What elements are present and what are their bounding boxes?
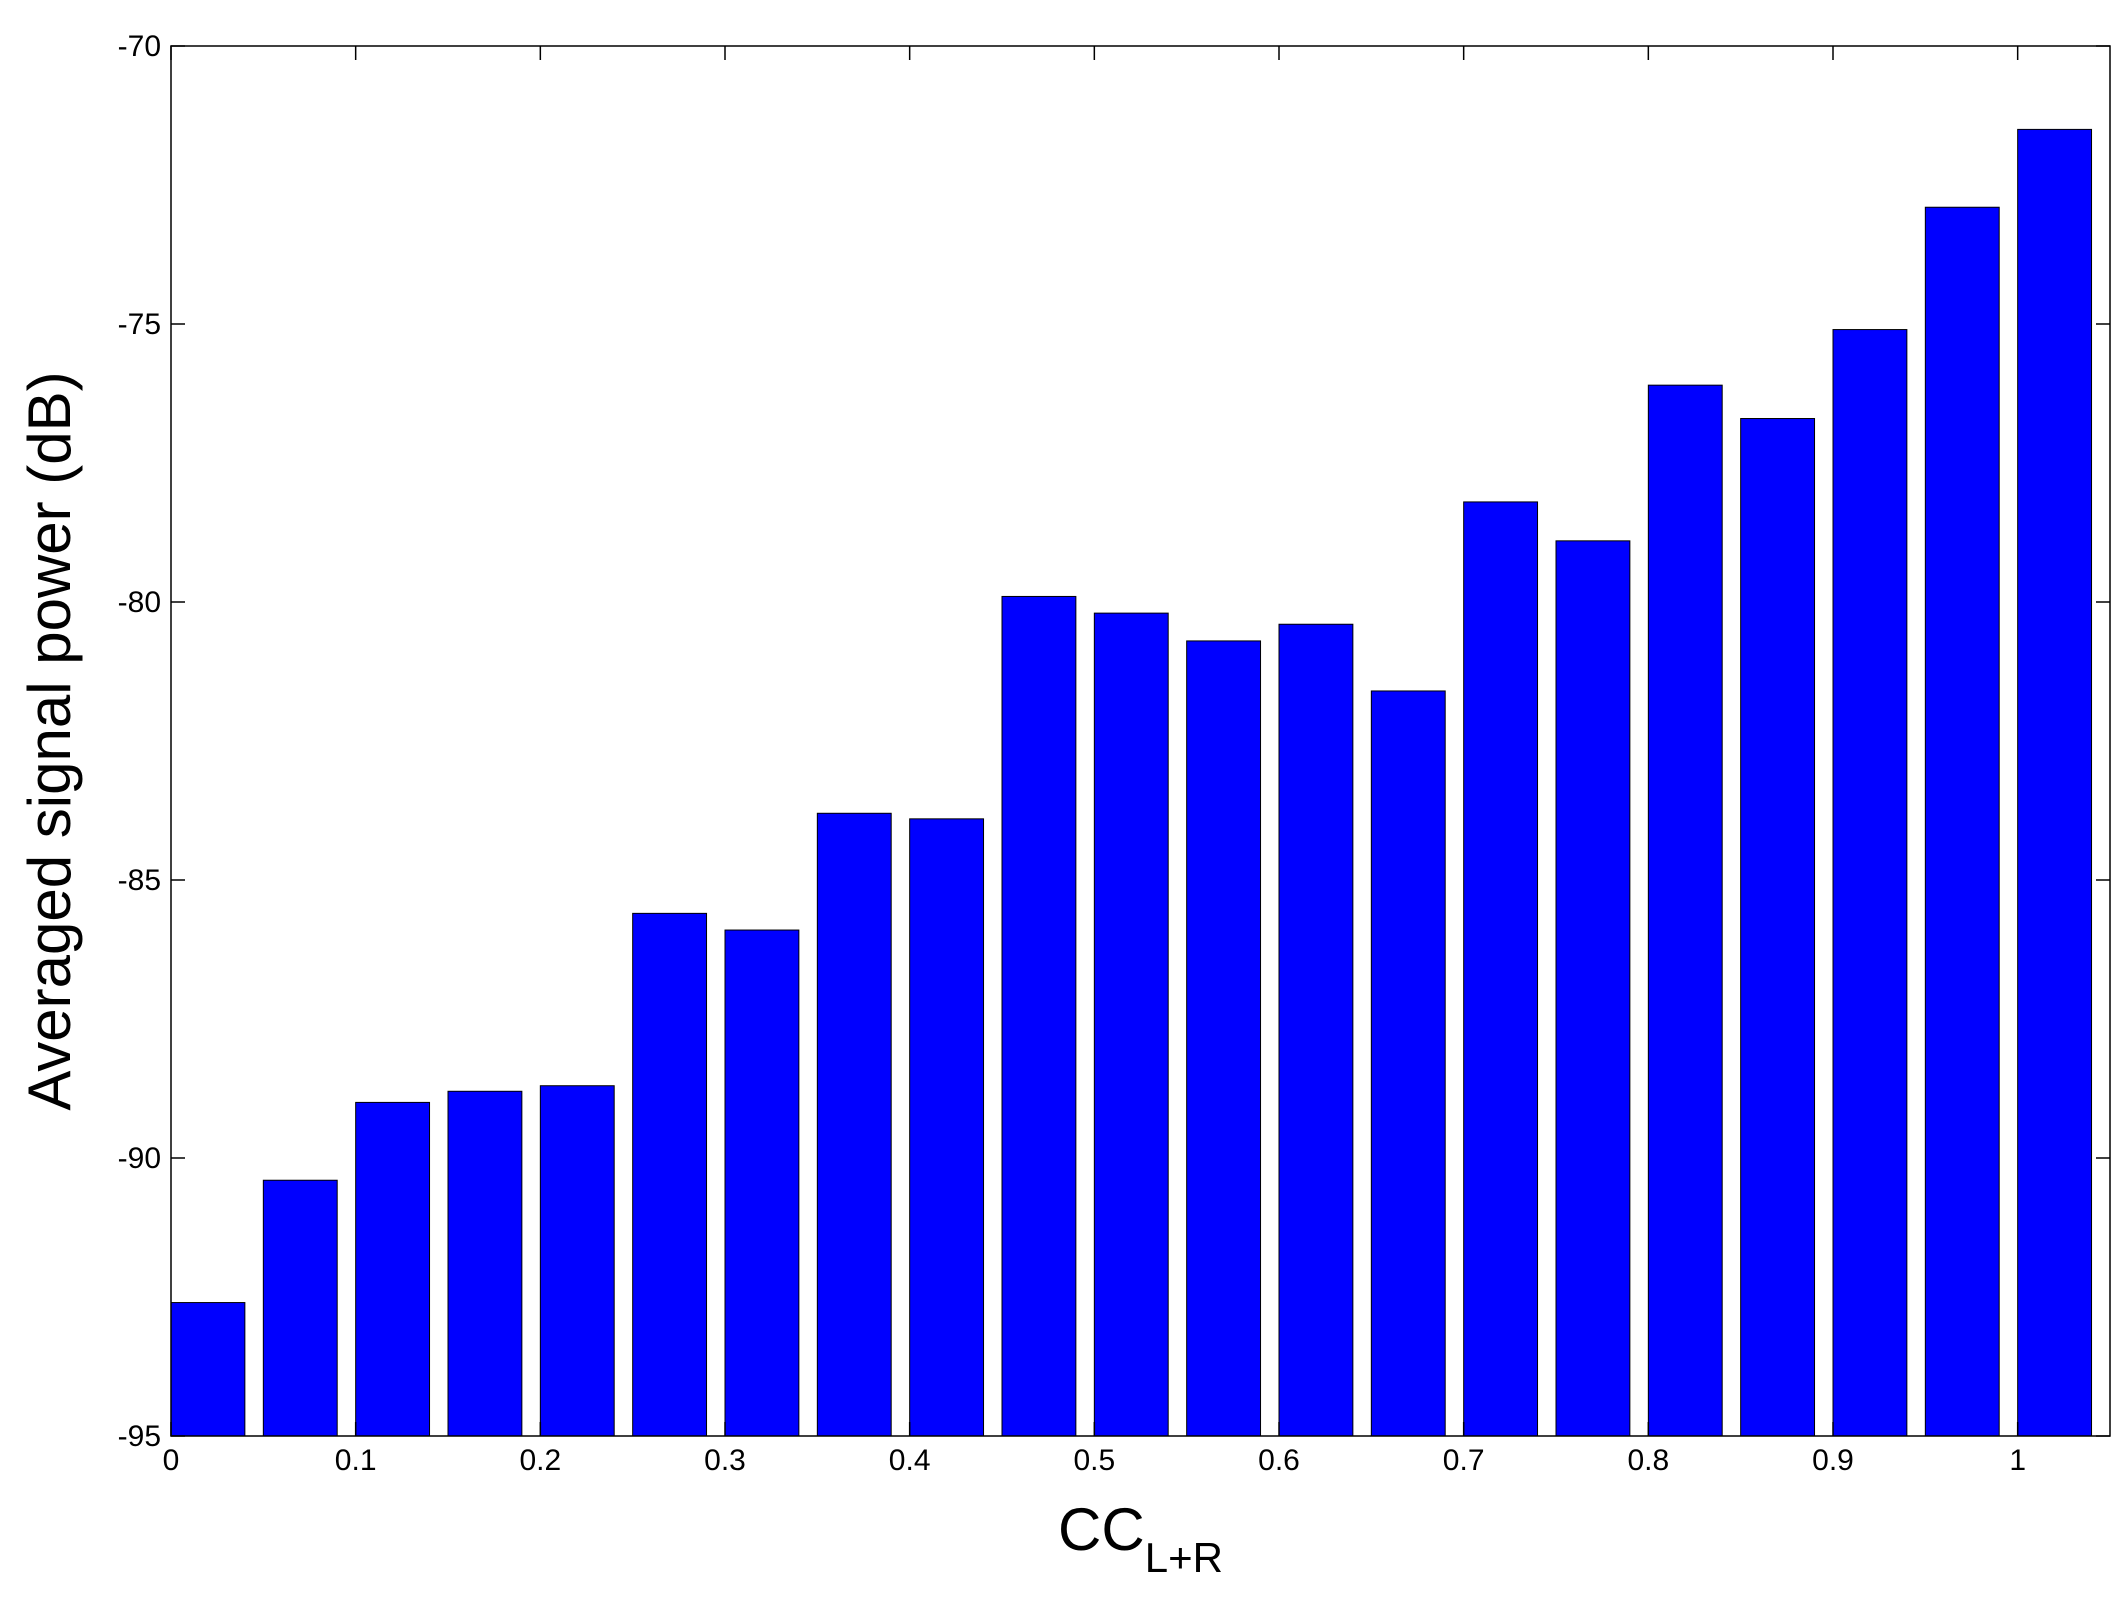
x-axis-title-main: CC (1058, 1496, 1145, 1563)
bar-8 (909, 818, 985, 1437)
bar-10 (1093, 612, 1169, 1437)
y-axis-title: Averaged signal power (dB) (16, 371, 83, 1110)
x-tick-label-7: 0.7 (1443, 1444, 1485, 1477)
x-axis-title-subscript: L+R (1145, 1534, 1223, 1581)
x-tick-label-5: 0.5 (1073, 1444, 1115, 1477)
bar-19 (1924, 206, 2000, 1437)
x-tick-label-10: 1 (2009, 1444, 2026, 1477)
bar-7 (816, 812, 892, 1437)
tick-labels-group: 0 0.1 0.2 0.3 0.4 0.5 0.6 0.7 0.8 0.9 1 -95 -90 -85 -8… (118, 30, 2026, 1477)
x-tick-label-2: 0.2 (519, 1444, 561, 1477)
y-tick-label-1: -90 (118, 1142, 161, 1175)
x-tick-label-6: 0.6 (1258, 1444, 1300, 1477)
x-tick-label-4: 0.4 (889, 1444, 931, 1477)
plot-area-frame (170, 45, 2111, 1437)
x-tick-label-9: 0.9 (1812, 1444, 1854, 1477)
bar-13 (1370, 690, 1446, 1437)
y-tick-label-4: -75 (118, 308, 161, 341)
bar-11 (1186, 640, 1262, 1437)
x-tick-label-0: 0 (163, 1444, 180, 1477)
bar-15 (1555, 540, 1631, 1437)
x-tick-label-3: 0.3 (704, 1444, 746, 1477)
y-tick-label-3: -80 (118, 586, 161, 619)
y-tick-label-5: -70 (118, 30, 161, 63)
bar-16 (1647, 384, 1723, 1437)
bar-6 (724, 929, 800, 1437)
bar-5 (632, 912, 708, 1437)
bar-12 (1278, 623, 1354, 1437)
bar-9 (1001, 595, 1077, 1437)
bar-17 (1740, 418, 1816, 1437)
bar-14 (1463, 501, 1539, 1437)
bars-group (170, 128, 2093, 1437)
bar-2 (355, 1101, 431, 1437)
x-axis-title: CCL+R (1058, 1496, 1223, 1581)
bar-4 (539, 1085, 615, 1437)
bar-20 (2017, 128, 2093, 1437)
x-tick-label-8: 0.8 (1627, 1444, 1669, 1477)
x-tick-label-1: 0.1 (335, 1444, 377, 1477)
bar-1 (262, 1179, 338, 1437)
bar-0 (170, 1302, 246, 1437)
bar-18 (1832, 329, 1908, 1437)
bar-3 (447, 1090, 523, 1437)
y-tick-label-2: -85 (118, 864, 161, 897)
y-tick-label-0: -95 (118, 1420, 161, 1453)
